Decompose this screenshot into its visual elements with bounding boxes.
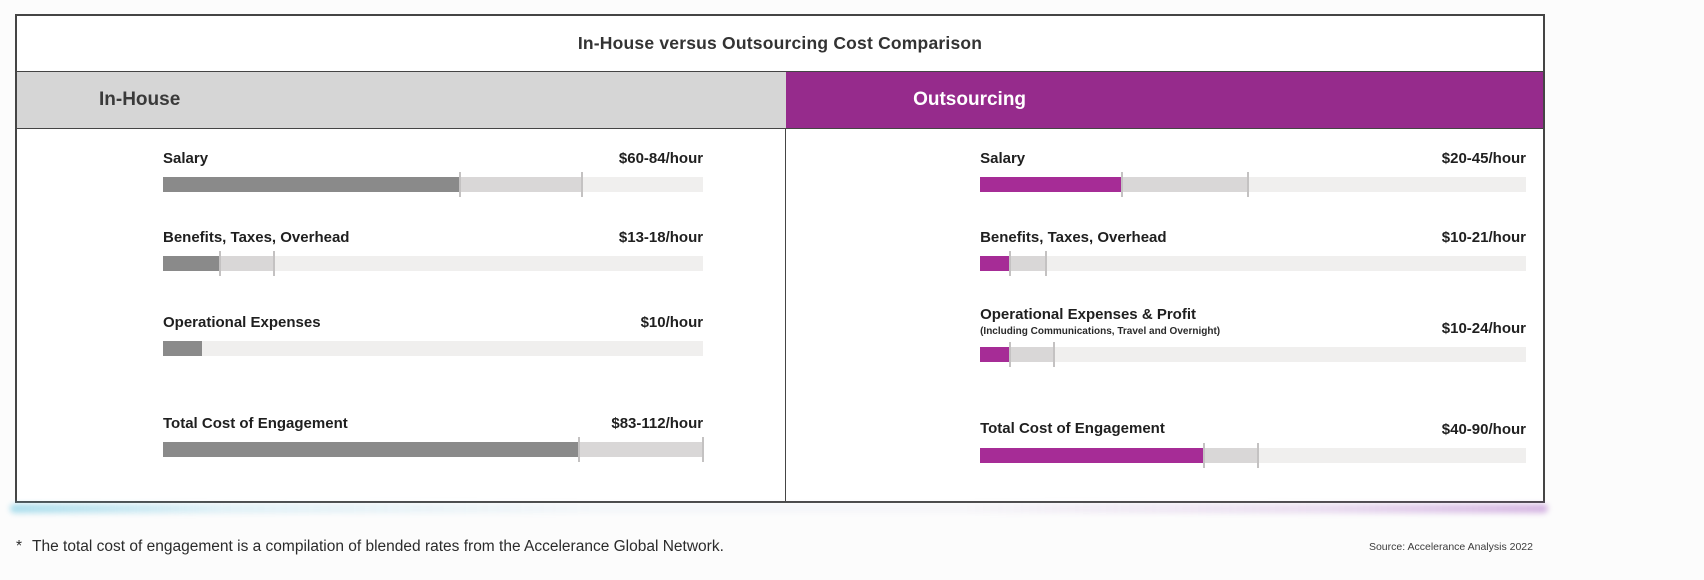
row-label: Benefits, Taxes, Overhead (980, 228, 1167, 246)
bar-tick (1009, 251, 1012, 276)
comparison-card: In-House versus Outsourcing Cost Compari… (15, 14, 1545, 503)
row-labels: Benefits, Taxes, Overhead (163, 228, 350, 247)
chart-title: In-House versus Outsourcing Cost Compari… (577, 33, 983, 53)
bar-range-segment (1203, 447, 1259, 463)
inhouse-bar-fill (163, 177, 461, 192)
cost-row: Total Cost of Engagement $83-112/hour (163, 408, 705, 462)
cost-row: Benefits, Taxes, Overhead $10-21/hour (980, 222, 1526, 276)
row-head: Benefits, Taxes, Overhead $13-18/hour (163, 222, 703, 246)
bar-range-segment (1010, 256, 1046, 271)
cost-bar-track (163, 172, 704, 197)
row-value: $10/hour (640, 314, 704, 331)
row-labels: Total Cost of Engagement (980, 420, 1165, 438)
row-value: $83-112/hour (611, 415, 704, 432)
source-note: Source: Accelerance Analysis 2022 (1368, 541, 1533, 553)
row-labels: Salary (163, 149, 209, 168)
row-labels: Operational Expenses & Profit (Including … (980, 306, 1221, 337)
row-label: Total Cost of Engagement (980, 420, 1165, 437)
row-value: $10-21/hour (1441, 229, 1526, 246)
bar-tick (1121, 172, 1124, 197)
row-labels: Benefits, Taxes, Overhead (980, 228, 1167, 247)
bar-tick (1257, 442, 1260, 468)
bar-range-segment (460, 177, 582, 192)
outsourcing-bar-fill (980, 256, 1011, 271)
row-value: $10-24/hour (1441, 319, 1526, 337)
cost-row: Operational Expenses & Profit (Including … (980, 306, 1526, 367)
bar-tick (1202, 442, 1205, 468)
cost-bar-track (163, 341, 704, 356)
footer: * The total cost of engagement is a compi… (16, 534, 1533, 560)
bar-tick (577, 437, 580, 462)
row-value: $60-84/hour (618, 150, 704, 167)
row-value: $40-90/hour (1441, 420, 1526, 438)
row-labels: Total Cost of Engagement (163, 414, 348, 433)
bar-tick (1246, 172, 1249, 197)
cost-bar-track (980, 341, 1526, 367)
bar-tick (459, 172, 462, 197)
row-label: Total Cost of Engagement (163, 414, 348, 432)
cost-bar-track (980, 442, 1526, 468)
inhouse-bar-fill (163, 256, 221, 271)
outsourcing-header-label: Outsourcing (913, 89, 1027, 110)
cost-row: Benefits, Taxes, Overhead $13-18/hour (163, 222, 704, 276)
outsourcing-bar-fill (980, 346, 1011, 362)
bar-tick (702, 437, 705, 462)
cost-bar-track (163, 251, 704, 276)
row-label: Benefits, Taxes, Overhead (163, 228, 350, 246)
bar-range-segment (1010, 346, 1054, 362)
cost-row: Operational Expenses $10/hour (163, 307, 704, 356)
cost-row: Salary $20-45/hour (980, 143, 1526, 197)
cost-row: Total Cost of Engagement $40-90/hour (980, 414, 1526, 468)
bar-tick (1009, 341, 1012, 367)
bar-tick (1052, 341, 1055, 367)
card-shadow-glow (10, 504, 1548, 513)
cost-bar-track (980, 172, 1526, 197)
row-label: Salary (980, 149, 1026, 167)
row-label: Salary (163, 149, 209, 167)
footnote-text: The total cost of engagement is a compil… (32, 538, 724, 555)
bar-tick (272, 251, 275, 276)
row-value: $13-18/hour (618, 229, 704, 246)
row-head: Total Cost of Engagement $40-90/hour (980, 414, 1526, 438)
outsourcing-column: Salary $20-45/hour Benefits, Taxes, Overhe… (786, 129, 1543, 502)
bar-tick (580, 172, 583, 197)
outsourcing-header: Outsourcing (786, 72, 1543, 128)
outsourcing-bar-fill (980, 177, 1123, 192)
inhouse-bar-fill (163, 442, 579, 457)
bar-range-segment (1122, 177, 1248, 192)
outsourcing-bar-fill (980, 447, 1204, 463)
bar-range-segment (578, 442, 704, 457)
row-head: Operational Expenses $10/hour (163, 307, 703, 331)
row-label: Operational Expenses & Profit (980, 306, 1196, 323)
inhouse-header-label: In-House (99, 89, 181, 110)
inhouse-column: Salary $60-84/hour Benefits, Taxes, Overhe… (17, 129, 787, 502)
footnote: * The total cost of engagement is a compi… (16, 538, 724, 556)
inhouse-bar-fill (163, 341, 202, 356)
column-headers: In-House Outsourcing (17, 72, 1543, 129)
bar-range-segment (220, 256, 274, 271)
row-head: Operational Expenses & Profit (Including … (980, 306, 1526, 337)
row-value: $20-45/hour (1441, 150, 1526, 167)
inhouse-header: In-House (17, 72, 787, 128)
bar-tick (219, 251, 222, 276)
row-head: Salary $60-84/hour (163, 143, 703, 167)
row-sublabel: (Including Communications, Travel and Ov… (980, 325, 1221, 337)
cost-bar-track (980, 251, 1526, 276)
row-head: Salary $20-45/hour (980, 143, 1526, 167)
row-labels: Salary (980, 149, 1026, 168)
cost-row: Salary $60-84/hour (163, 143, 704, 197)
row-label: Operational Expenses (163, 313, 321, 331)
cost-bar-track (163, 437, 705, 462)
row-labels: Operational Expenses (163, 313, 321, 332)
title-row: In-House versus Outsourcing Cost Compari… (17, 16, 1543, 72)
bar-tick (1044, 251, 1047, 276)
row-head: Total Cost of Engagement $83-112/hour (163, 408, 703, 432)
comparison-body: Salary $60-84/hour Benefits, Taxes, Overhe… (17, 129, 1543, 502)
row-head: Benefits, Taxes, Overhead $10-21/hour (980, 222, 1526, 246)
footnote-asterisk: * (16, 538, 23, 555)
